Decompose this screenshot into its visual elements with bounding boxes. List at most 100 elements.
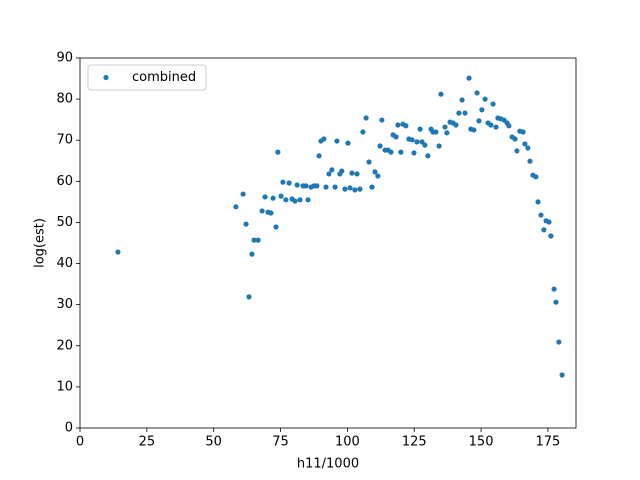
scatter-point (286, 180, 292, 186)
scatter-point (316, 153, 322, 159)
y-axis-label: log(est) (33, 218, 48, 268)
scatter-point (553, 299, 559, 305)
scatter-point (268, 210, 274, 216)
scatter-point (366, 159, 372, 165)
scatter-point (262, 194, 268, 200)
scatter-point (522, 141, 528, 147)
scatter-point (476, 118, 482, 124)
scatter-point (520, 129, 526, 135)
scatter-point (314, 183, 320, 189)
scatter-point (438, 91, 444, 97)
y-tick-label: 60 (56, 174, 73, 189)
legend-label: combined (132, 70, 196, 85)
y-tick-label: 10 (56, 379, 73, 394)
scatter-point (456, 110, 462, 116)
scatter-point (466, 75, 472, 81)
scatter-point (527, 158, 533, 164)
scatter-point (363, 115, 369, 121)
x-tick-label: 125 (402, 435, 427, 450)
scatter-point (417, 126, 423, 132)
y-tick-label: 80 (56, 92, 73, 107)
scatter-point (556, 339, 562, 345)
scatter-point (342, 186, 348, 192)
scatter-point (259, 208, 265, 214)
scatter-point (332, 184, 338, 190)
scatter-point (479, 107, 485, 113)
y-tick-label: 0 (65, 421, 73, 436)
y-tick-label: 70 (56, 133, 73, 148)
scatter-point (372, 169, 378, 175)
scatter-point (433, 129, 439, 135)
scatter-point (398, 149, 404, 155)
scatter-point (548, 233, 554, 239)
scatter-point (243, 221, 249, 227)
scatter-point (329, 167, 335, 173)
y-tick-label: 40 (56, 256, 73, 271)
scatter-point (321, 136, 327, 142)
scatter-point (395, 122, 401, 128)
scatter-point (275, 149, 281, 155)
scatter-point (506, 123, 512, 129)
scatter-point (246, 294, 252, 300)
scatter-point (535, 199, 541, 205)
scatter-point (240, 191, 246, 197)
scatter-point (482, 96, 488, 102)
scatter-point (326, 171, 332, 177)
scatter-point (347, 185, 353, 191)
scatter-point (249, 251, 255, 257)
scatter-point (297, 197, 303, 203)
scatter-point (339, 168, 345, 174)
scatter-point (471, 127, 477, 133)
scatter-point (493, 124, 499, 130)
scatter-point (442, 124, 448, 130)
scatter-point (388, 149, 394, 155)
scatter-point (474, 90, 480, 96)
x-tick-label: 75 (272, 435, 289, 450)
scatter-point (546, 219, 552, 225)
scatter-point (273, 224, 279, 230)
scatter-point (255, 237, 261, 243)
scatter-point (459, 97, 465, 103)
plot-frame (79, 57, 577, 429)
scatter-point (354, 171, 360, 177)
scatter-point (369, 184, 375, 190)
scatter-point (422, 142, 428, 148)
scatter-point (444, 130, 450, 136)
scatter-point (334, 138, 340, 144)
x-tick-label: 100 (335, 435, 360, 450)
scatter-point (490, 101, 496, 107)
scatter-point (453, 122, 459, 128)
y-tick-label: 30 (56, 297, 73, 312)
scatter-point (533, 174, 539, 180)
scatter-point (393, 134, 399, 140)
y-tick-label: 90 (56, 51, 73, 66)
scatter-point (436, 143, 442, 149)
x-tick-label: 150 (469, 435, 494, 450)
scatter-point (512, 136, 518, 142)
scatter-point (352, 187, 358, 193)
scatter-point (559, 372, 565, 378)
scatter-point (251, 237, 257, 243)
scatter-point (411, 150, 417, 156)
scatter-point (323, 184, 329, 190)
scatter-point (345, 140, 351, 146)
x-tick-label: 25 (139, 435, 156, 450)
x-tick-label: 50 (205, 435, 222, 450)
scatter-point (280, 179, 286, 185)
x-tick-label: 0 (76, 435, 84, 450)
scatter-point (377, 143, 383, 149)
scatter-point (462, 110, 468, 116)
scatter-point (538, 212, 544, 218)
scatter-point (360, 129, 366, 135)
scatter-point (379, 117, 385, 123)
scatter-point (294, 182, 300, 188)
legend-box (87, 64, 207, 91)
scatter-point (525, 145, 531, 151)
scatter-point (425, 153, 431, 159)
scatter-point (283, 197, 289, 203)
x-tick-label: 175 (536, 435, 561, 450)
scatter-point (349, 170, 355, 176)
scatter-point (375, 173, 381, 179)
